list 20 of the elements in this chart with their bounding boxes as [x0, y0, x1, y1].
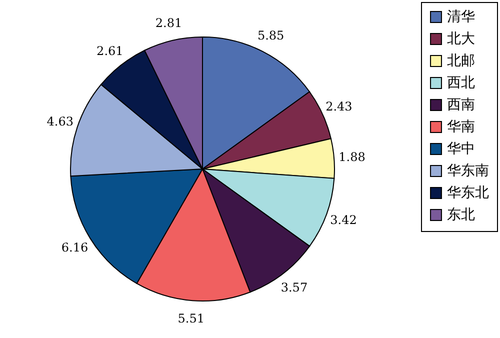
legend-label: 西北	[447, 75, 475, 91]
data-label: 1.88	[338, 150, 366, 164]
data-label: 3.57	[280, 280, 308, 295]
data-label: 3.42	[330, 213, 357, 228]
data-label: 5.85	[257, 28, 284, 42]
data-label: 6.16	[61, 240, 88, 255]
data-label: 5.51	[178, 312, 204, 326]
legend-label: 华东南	[447, 163, 489, 179]
legend-label: 华南	[447, 119, 475, 135]
legend-label: 北邮	[447, 53, 475, 69]
legend-label: 清华	[447, 9, 475, 25]
data-label: 2.43	[326, 100, 352, 114]
legend-label: 西南	[447, 97, 475, 113]
legend-label: 华中	[447, 141, 475, 157]
data-label: 2.81	[155, 16, 182, 30]
legend-label: 东北	[447, 207, 475, 223]
legend-label: 北大	[447, 31, 475, 47]
legend-label: 华东北	[447, 185, 489, 201]
data-label: 2.61	[96, 44, 124, 58]
data-label: 4.63	[46, 114, 74, 129]
